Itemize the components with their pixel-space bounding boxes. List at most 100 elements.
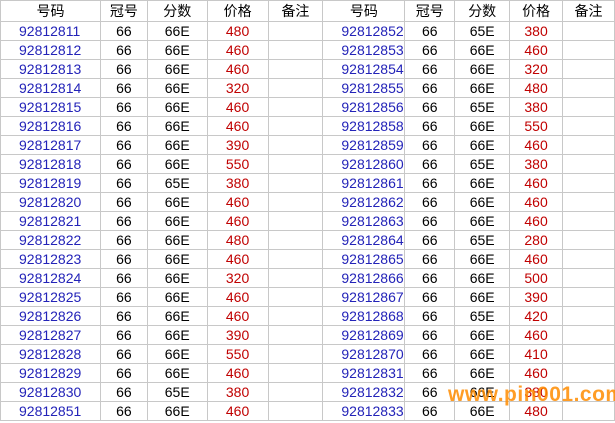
remark [562, 287, 615, 307]
grade: 66E [454, 344, 511, 364]
row: 92812813 66 66E 460 92812854 66 66E 320 [0, 59, 615, 79]
serial-number: 92812864 [322, 230, 406, 250]
remark [562, 230, 615, 250]
row: 92812819 66 65E 380 92812861 66 66E 460 [0, 173, 615, 193]
remark [267, 97, 324, 117]
serial-number: 92812831 [322, 363, 406, 383]
prefix: 66 [404, 40, 456, 60]
serial-number: 92812866 [322, 268, 406, 288]
prefix: 66 [99, 78, 148, 98]
price: 380 [509, 154, 564, 174]
serial-number: 92812817 [0, 135, 101, 155]
prefix: 66 [99, 306, 148, 326]
serial-number: 92812816 [0, 116, 101, 136]
serial-number: 92812821 [0, 211, 101, 231]
price: 380 [206, 173, 269, 193]
price: 500 [509, 268, 564, 288]
price: 460 [206, 211, 269, 231]
prefix: 66 [404, 135, 456, 155]
remark [267, 211, 324, 231]
serial-number: 92812826 [0, 306, 101, 326]
prefix: 66 [99, 325, 148, 345]
row: 92812830 66 65E 380 92812832 66 66E 380 [0, 382, 615, 402]
serial-number: 92812813 [0, 59, 101, 79]
prefix: 66 [99, 135, 148, 155]
price: 460 [509, 192, 564, 212]
grade: 66E [454, 363, 511, 383]
grade: 65E [454, 154, 511, 174]
header-cell: 分数 [454, 0, 511, 22]
remark [267, 154, 324, 174]
prefix: 66 [99, 344, 148, 364]
price: 460 [206, 192, 269, 212]
serial-number: 92812856 [322, 97, 406, 117]
prefix: 66 [404, 154, 456, 174]
price: 460 [509, 135, 564, 155]
grade: 66E [146, 363, 208, 383]
serial-number: 92812861 [322, 173, 406, 193]
grade: 66E [146, 78, 208, 98]
price: 480 [509, 401, 564, 421]
prefix: 66 [404, 192, 456, 212]
prefix: 66 [404, 59, 456, 79]
prefix: 66 [99, 287, 148, 307]
row: 92812828 66 66E 550 92812870 66 66E 410 [0, 344, 615, 364]
row: 92812814 66 66E 320 92812855 66 66E 480 [0, 78, 615, 98]
price: 380 [206, 382, 269, 402]
header-cell: 备注 [562, 0, 615, 22]
serial-number: 92812820 [0, 192, 101, 212]
serial-number: 92812862 [322, 192, 406, 212]
grade: 66E [146, 59, 208, 79]
row: 92812823 66 66E 460 92812865 66 66E 460 [0, 249, 615, 269]
price: 380 [509, 97, 564, 117]
grade: 66E [454, 325, 511, 345]
prefix: 66 [99, 116, 148, 136]
price: 380 [509, 21, 564, 41]
grade: 66E [146, 21, 208, 41]
grade: 65E [146, 173, 208, 193]
remark [562, 363, 615, 383]
prefix: 66 [99, 363, 148, 383]
price: 460 [206, 306, 269, 326]
remark [562, 306, 615, 326]
row: 92812812 66 66E 460 92812853 66 66E 460 [0, 40, 615, 60]
remark [562, 173, 615, 193]
price: 480 [509, 78, 564, 98]
grade: 66E [146, 40, 208, 60]
grade: 66E [454, 59, 511, 79]
remark [562, 344, 615, 364]
row: 92812816 66 66E 460 92812858 66 66E 550 [0, 116, 615, 136]
header-row: 号码 冠号 分数 价格 备注 号码 冠号 分数 价格 备注 [0, 0, 615, 22]
prefix: 66 [99, 249, 148, 269]
row: 92812818 66 66E 550 92812860 66 65E 380 [0, 154, 615, 174]
row: 92812822 66 66E 480 92812864 66 65E 280 [0, 230, 615, 250]
remark [562, 268, 615, 288]
prefix: 66 [99, 173, 148, 193]
row: 92812827 66 66E 390 92812869 66 66E 460 [0, 325, 615, 345]
remark [267, 78, 324, 98]
remark [562, 59, 615, 79]
prefix: 66 [404, 21, 456, 41]
price: 460 [206, 97, 269, 117]
price: 390 [206, 135, 269, 155]
price: 460 [509, 40, 564, 60]
serial-number: 92812867 [322, 287, 406, 307]
price: 460 [509, 363, 564, 383]
row: 92812829 66 66E 460 92812831 66 66E 460 [0, 363, 615, 383]
grade: 66E [146, 325, 208, 345]
row: 92812821 66 66E 460 92812863 66 66E 460 [0, 211, 615, 231]
price: 320 [206, 78, 269, 98]
serial-number: 92812811 [0, 21, 101, 41]
serial-number: 92812829 [0, 363, 101, 383]
grade: 66E [146, 135, 208, 155]
serial-number: 92812827 [0, 325, 101, 345]
serial-number: 92812855 [322, 78, 406, 98]
prefix: 66 [404, 230, 456, 250]
remark [267, 192, 324, 212]
prefix: 66 [404, 363, 456, 383]
grade: 66E [454, 249, 511, 269]
price: 410 [509, 344, 564, 364]
header-cell: 号码 [322, 0, 406, 22]
serial-number: 92812819 [0, 173, 101, 193]
price: 460 [206, 40, 269, 60]
